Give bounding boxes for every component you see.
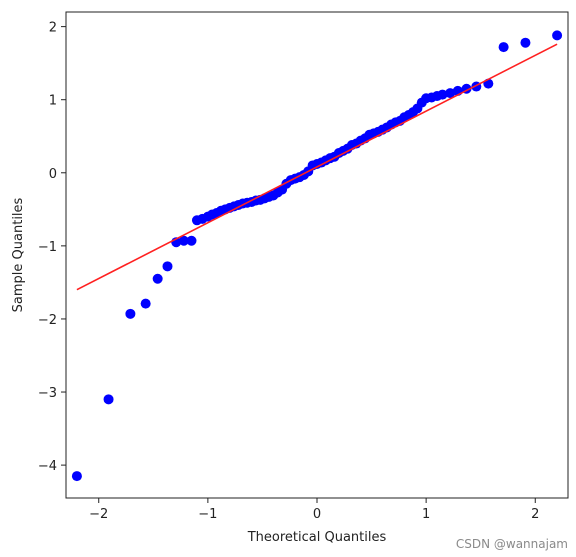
- x-axis-label: Theoretical Quantiles: [247, 530, 387, 545]
- y-tick-label: 2: [49, 21, 57, 36]
- x-tick-label: 0: [313, 507, 321, 522]
- data-point: [71, 471, 82, 482]
- data-point: [445, 88, 456, 99]
- y-tick-label: 0: [49, 167, 57, 182]
- data-point: [152, 273, 163, 284]
- plot-marks: [71, 30, 563, 482]
- y-tick-label: 1: [49, 94, 57, 109]
- data-point: [186, 235, 197, 246]
- x-tick-label: 2: [531, 507, 539, 522]
- data-point: [520, 37, 531, 48]
- csdn-watermark: CSDN @wannajam: [455, 537, 568, 551]
- y-tick-label: −2: [38, 313, 57, 328]
- x-tick-label: 1: [422, 507, 430, 522]
- data-point: [552, 30, 563, 41]
- data-point: [140, 298, 151, 309]
- axes: −2 −1 0 1 2 −4 −3 −2 −1 0 1 2: [38, 21, 540, 522]
- data-point: [162, 261, 173, 272]
- y-tick-label: −1: [38, 240, 57, 255]
- x-tick-label: −1: [198, 507, 217, 522]
- data-point: [437, 89, 448, 100]
- x-tick-label: −2: [89, 507, 108, 522]
- y-axis-label: Sample Quantiles: [11, 197, 26, 312]
- reference-line: [76, 43, 558, 291]
- y-tick-label: −3: [38, 386, 57, 401]
- y-tick-label: −4: [38, 459, 57, 474]
- data-point: [103, 394, 114, 405]
- data-point: [178, 235, 189, 246]
- data-point: [498, 42, 509, 53]
- data-point: [125, 308, 136, 319]
